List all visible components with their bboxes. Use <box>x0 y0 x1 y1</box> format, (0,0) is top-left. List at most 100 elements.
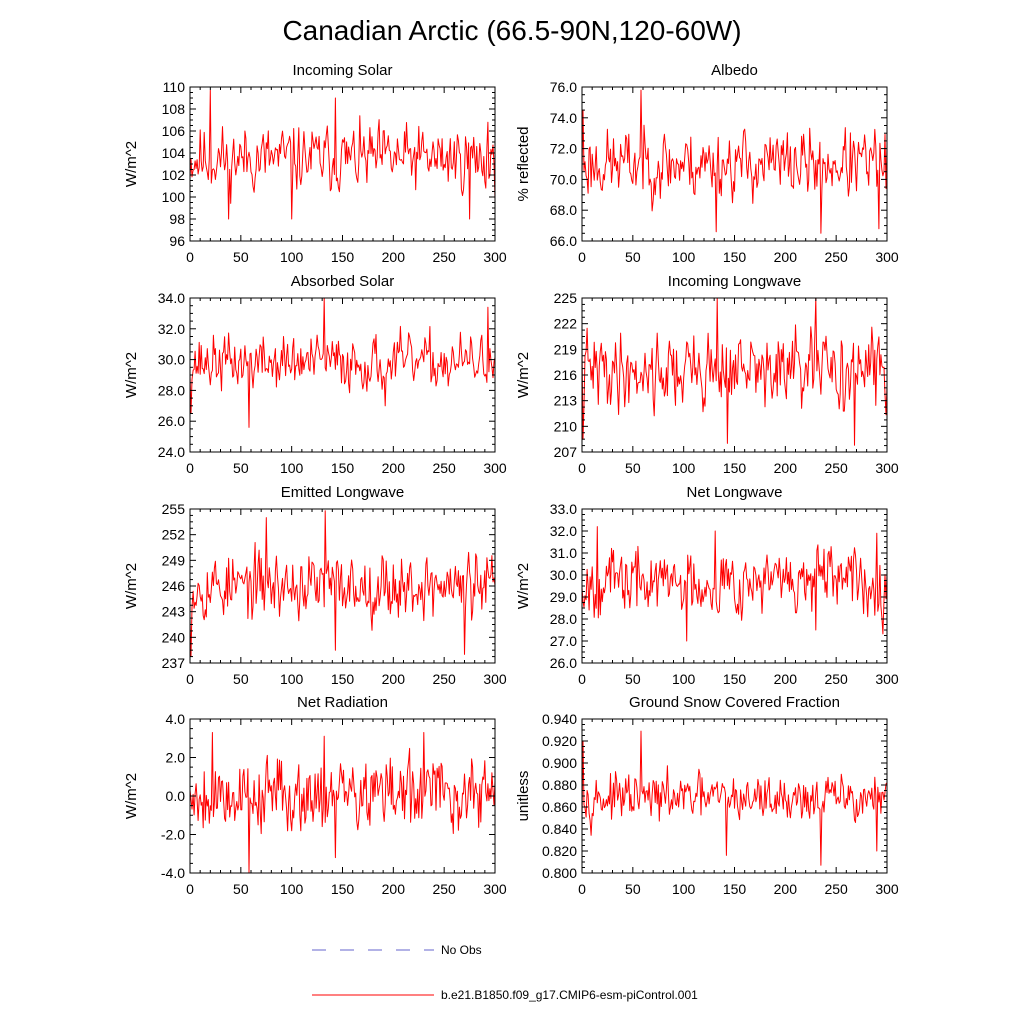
panel-albedo: Albedo % reflected 0 50 100 150 200 250 300 66.0 6… <box>515 62 899 265</box>
y-tick-label-absorbed-solar: 30.0 <box>158 352 185 368</box>
y-axis-label-net-radiation: W/m^2 <box>123 773 140 819</box>
y-axis-label-absorbed-solar: W/m^2 <box>123 352 140 398</box>
y-tick-label-absorbed-solar: 26.0 <box>158 413 185 429</box>
x-tick-label-ground-snow-covered-fraction: 50 <box>625 881 641 897</box>
y-tick-label-net-radiation: -4.0 <box>161 865 185 881</box>
x-tick-label-ground-snow-covered-fraction: 300 <box>875 881 899 897</box>
series-line-absorbed-solar <box>189 297 496 428</box>
y-tick-label-incoming-solar: 96 <box>169 233 185 249</box>
y-tick-label-incoming-solar: 98 <box>169 211 185 227</box>
panel-title-ground-snow-covered-fraction: Ground Snow Covered Fraction <box>629 694 840 711</box>
panel-absorbed-solar: Absorbed Solar W/m^2 0 50 100 150 200 250 300 24.… <box>123 273 507 476</box>
x-tick-label-incoming-solar: 200 <box>382 249 406 265</box>
x-tick-label-net-longwave: 0 <box>578 671 586 687</box>
x-tick-label-ground-snow-covered-fraction: 250 <box>824 881 848 897</box>
y-axis-label-incoming-solar: W/m^2 <box>123 141 140 187</box>
panels-group: Incoming Solar W/m^2 0 50 100 150 200 250 300 96 9… <box>123 62 899 897</box>
plot-frame-net-radiation <box>189 718 496 874</box>
y-tick-label-ground-snow-covered-fraction: 0.920 <box>542 733 577 749</box>
x-tick-label-albedo: 150 <box>723 249 747 265</box>
y-tick-label-albedo: 68.0 <box>550 202 577 218</box>
panel-incoming-longwave: Incoming Longwave W/m^2 0 50 100 150 200 250 300… <box>515 273 899 476</box>
figure-title: Canadian Arctic (66.5-90N,120-60W) <box>282 15 741 46</box>
x-tick-label-incoming-solar: 150 <box>331 249 355 265</box>
y-tick-label-incoming-longwave: 213 <box>554 393 578 409</box>
x-tick-label-incoming-longwave: 0 <box>578 460 586 476</box>
x-tick-label-net-radiation: 100 <box>280 881 304 897</box>
legend: No Obs b.e21.B1850.f09_g17.CMIP6-esm-piC… <box>312 943 698 1002</box>
x-tick-label-incoming-longwave: 200 <box>774 460 798 476</box>
y-tick-label-incoming-longwave: 219 <box>554 341 578 357</box>
y-tick-label-emitted-longwave: 237 <box>162 655 186 671</box>
x-tick-label-absorbed-solar: 250 <box>432 460 456 476</box>
x-tick-label-ground-snow-covered-fraction: 100 <box>672 881 696 897</box>
y-tick-label-incoming-solar: 100 <box>162 189 186 205</box>
series-line-net-longwave <box>581 526 888 642</box>
y-tick-label-ground-snow-covered-fraction: 0.800 <box>542 865 577 881</box>
y-tick-label-incoming-longwave: 222 <box>554 316 578 332</box>
y-tick-label-incoming-solar: 104 <box>162 145 186 161</box>
y-axis-label-incoming-longwave: W/m^2 <box>515 352 532 398</box>
y-tick-label-incoming-solar: 102 <box>162 167 186 183</box>
y-tick-label-net-radiation: -2.0 <box>161 827 185 843</box>
x-tick-label-incoming-solar: 300 <box>483 249 507 265</box>
x-tick-label-net-longwave: 300 <box>875 671 899 687</box>
x-tick-label-net-radiation: 0 <box>186 881 194 897</box>
series-line-net-radiation <box>189 732 496 874</box>
y-tick-label-incoming-longwave: 207 <box>554 444 578 460</box>
y-tick-label-emitted-longwave: 243 <box>162 604 186 620</box>
y-tick-label-emitted-longwave: 246 <box>162 578 186 594</box>
x-tick-label-absorbed-solar: 100 <box>280 460 304 476</box>
x-tick-label-albedo: 50 <box>625 249 641 265</box>
x-tick-label-emitted-longwave: 150 <box>331 671 355 687</box>
x-tick-label-net-radiation: 50 <box>233 881 249 897</box>
y-tick-label-net-longwave: 31.0 <box>550 545 577 561</box>
y-tick-label-ground-snow-covered-fraction: 0.940 <box>542 711 577 727</box>
panel-emitted-longwave: Emitted Longwave W/m^2 0 50 100 150 200 250 300 2… <box>123 484 507 687</box>
legend-label-model-run: b.e21.B1850.f09_g17.CMIP6-esm-piControl.… <box>441 988 698 1002</box>
series-line-emitted-longwave <box>189 510 496 657</box>
panel-title-net-longwave: Net Longwave <box>687 484 783 501</box>
y-tick-label-ground-snow-covered-fraction: 0.820 <box>542 843 577 859</box>
y-tick-label-albedo: 76.0 <box>550 79 577 95</box>
x-tick-label-absorbed-solar: 300 <box>483 460 507 476</box>
y-tick-label-absorbed-solar: 34.0 <box>158 290 185 306</box>
panel-title-absorbed-solar: Absorbed Solar <box>291 273 394 290</box>
y-tick-label-net-longwave: 26.0 <box>550 655 577 671</box>
x-tick-label-ground-snow-covered-fraction: 0 <box>578 881 586 897</box>
panel-incoming-solar: Incoming Solar W/m^2 0 50 100 150 200 250 300 96 9… <box>123 62 507 265</box>
x-tick-label-emitted-longwave: 300 <box>483 671 507 687</box>
x-tick-label-incoming-longwave: 150 <box>723 460 747 476</box>
panel-ground-snow-covered-fraction: Ground Snow Covered Fraction unitless 0 50 1… <box>515 694 899 897</box>
legend-label-no-obs: No Obs <box>441 943 482 957</box>
x-tick-label-emitted-longwave: 200 <box>382 671 406 687</box>
y-tick-label-net-longwave: 28.0 <box>550 611 577 627</box>
y-tick-label-incoming-solar: 110 <box>163 79 186 95</box>
x-tick-label-incoming-solar: 50 <box>233 249 249 265</box>
panel-title-incoming-longwave: Incoming Longwave <box>668 273 801 290</box>
panel-title-emitted-longwave: Emitted Longwave <box>281 484 404 501</box>
panel-title-incoming-solar: Incoming Solar <box>292 62 392 79</box>
y-tick-label-net-longwave: 30.0 <box>550 567 577 583</box>
plot-frame-albedo <box>581 86 888 242</box>
y-tick-label-ground-snow-covered-fraction: 0.880 <box>542 777 577 793</box>
y-tick-label-absorbed-solar: 32.0 <box>158 321 185 337</box>
y-tick-label-emitted-longwave: 249 <box>162 552 186 568</box>
x-tick-label-emitted-longwave: 100 <box>280 671 304 687</box>
y-tick-label-albedo: 72.0 <box>550 141 577 157</box>
x-tick-label-net-radiation: 300 <box>483 881 507 897</box>
x-tick-label-absorbed-solar: 200 <box>382 460 406 476</box>
y-tick-label-incoming-longwave: 210 <box>554 418 578 434</box>
y-tick-label-incoming-solar: 108 <box>162 101 186 117</box>
y-tick-label-albedo: 74.0 <box>550 110 577 126</box>
x-tick-label-incoming-longwave: 300 <box>875 460 899 476</box>
y-tick-label-net-radiation: 4.0 <box>166 711 186 727</box>
y-axis-label-net-longwave: W/m^2 <box>515 563 532 609</box>
y-tick-label-absorbed-solar: 28.0 <box>158 382 185 398</box>
x-tick-label-albedo: 0 <box>578 249 586 265</box>
y-axis-label-albedo: % reflected <box>515 126 532 201</box>
x-tick-label-emitted-longwave: 250 <box>432 671 456 687</box>
y-tick-label-emitted-longwave: 240 <box>162 629 186 645</box>
y-tick-label-albedo: 70.0 <box>550 171 577 187</box>
